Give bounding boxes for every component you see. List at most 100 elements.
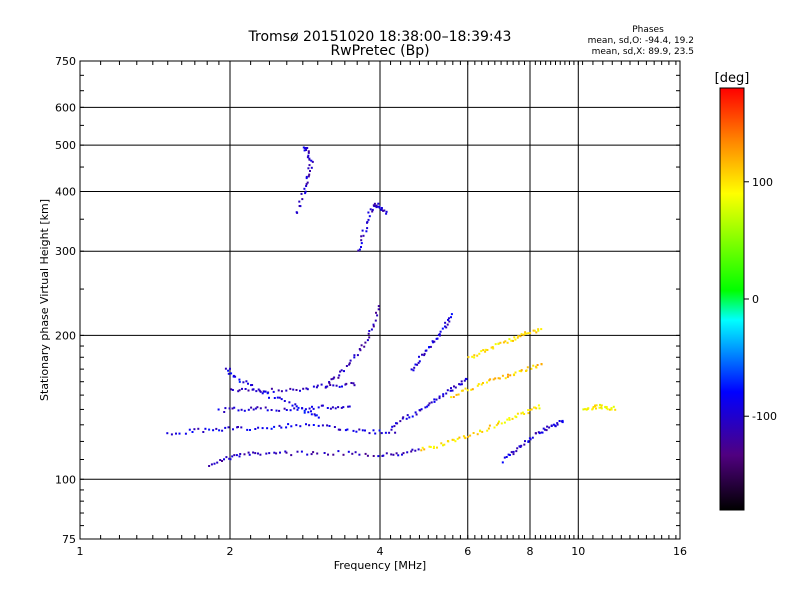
data-point bbox=[348, 405, 351, 408]
colorbar bbox=[719, 87, 745, 511]
data-point bbox=[366, 227, 369, 230]
data-point bbox=[270, 409, 273, 411]
data-point bbox=[212, 429, 215, 432]
data-point bbox=[298, 200, 301, 203]
data-point bbox=[495, 424, 498, 427]
data-point bbox=[320, 383, 323, 386]
data-point bbox=[511, 417, 514, 420]
data-point bbox=[247, 408, 250, 411]
y-tick-label: 200 bbox=[55, 329, 76, 342]
data-point bbox=[367, 332, 370, 335]
data-point bbox=[505, 456, 508, 458]
data-point bbox=[266, 427, 269, 430]
data-point bbox=[247, 382, 249, 385]
data-point bbox=[600, 404, 603, 407]
data-point bbox=[374, 319, 377, 322]
data-point bbox=[484, 350, 487, 353]
data-point bbox=[372, 204, 375, 207]
data-point bbox=[417, 448, 420, 451]
data-point bbox=[610, 408, 613, 411]
data-point bbox=[529, 409, 532, 411]
data-point bbox=[460, 380, 463, 383]
data-point bbox=[270, 427, 273, 430]
data-point bbox=[435, 398, 438, 401]
data-point bbox=[241, 387, 243, 390]
data-point bbox=[530, 408, 533, 411]
data-point bbox=[428, 402, 431, 405]
data-point bbox=[175, 432, 177, 435]
data-point bbox=[471, 355, 474, 358]
data-point bbox=[424, 406, 427, 409]
data-point bbox=[294, 403, 297, 406]
data-point bbox=[257, 426, 260, 429]
data-point bbox=[595, 407, 597, 410]
data-point bbox=[436, 337, 439, 340]
data-point bbox=[530, 367, 533, 370]
data-point bbox=[345, 365, 348, 367]
data-point bbox=[412, 369, 415, 372]
data-point bbox=[252, 408, 255, 411]
data-point bbox=[444, 321, 447, 324]
data-point bbox=[299, 205, 302, 208]
data-point bbox=[377, 455, 380, 458]
data-point bbox=[520, 444, 523, 447]
data-point bbox=[317, 424, 320, 427]
data-point bbox=[451, 389, 454, 392]
data-point bbox=[313, 413, 316, 416]
data-point bbox=[310, 159, 313, 162]
data-point bbox=[290, 425, 293, 428]
data-point bbox=[392, 453, 395, 456]
data-point bbox=[534, 432, 537, 435]
data-point bbox=[349, 359, 352, 362]
data-point bbox=[385, 210, 388, 213]
data-point bbox=[510, 451, 513, 454]
data-point bbox=[353, 354, 356, 357]
data-point bbox=[285, 409, 288, 411]
data-point bbox=[372, 325, 375, 328]
data-point bbox=[536, 364, 539, 366]
data-point bbox=[300, 192, 303, 195]
data-point bbox=[556, 422, 559, 425]
data-point bbox=[464, 387, 467, 390]
data-point bbox=[308, 164, 311, 167]
data-point bbox=[534, 406, 536, 409]
colorbar-ticks: 100 0 -100 bbox=[744, 176, 777, 423]
data-point bbox=[364, 452, 367, 455]
data-point bbox=[374, 432, 377, 435]
data-point bbox=[480, 383, 483, 386]
data-point bbox=[556, 423, 559, 426]
data-point bbox=[537, 328, 540, 331]
data-point bbox=[188, 428, 191, 431]
data-point bbox=[479, 429, 482, 432]
data-point bbox=[450, 387, 452, 390]
data-point bbox=[401, 453, 403, 456]
data-point bbox=[304, 408, 307, 411]
data-point bbox=[351, 452, 354, 455]
chart-title: Tromsø 20151020 18:38:00–18:39:43 bbox=[248, 29, 512, 45]
data-point bbox=[227, 369, 230, 372]
data-point bbox=[414, 449, 417, 452]
data-point bbox=[289, 387, 292, 390]
data-point bbox=[352, 429, 355, 432]
data-point bbox=[439, 334, 441, 337]
data-point bbox=[312, 451, 315, 454]
data-point bbox=[605, 407, 608, 410]
data-point bbox=[476, 433, 479, 436]
data-point bbox=[237, 390, 240, 393]
data-point bbox=[438, 397, 441, 400]
data-point bbox=[328, 425, 331, 427]
data-point bbox=[497, 377, 500, 380]
data-point bbox=[421, 353, 423, 356]
data-point bbox=[507, 373, 509, 376]
data-point bbox=[540, 363, 543, 365]
data-point bbox=[469, 434, 472, 437]
data-point bbox=[276, 396, 279, 399]
data-point bbox=[584, 408, 587, 411]
data-point bbox=[527, 440, 530, 443]
x-tick-label: 16 bbox=[673, 545, 687, 558]
data-point bbox=[266, 392, 269, 395]
data-point bbox=[238, 455, 241, 458]
data-point bbox=[193, 428, 196, 431]
data-point bbox=[473, 356, 476, 359]
data-point bbox=[504, 377, 507, 380]
